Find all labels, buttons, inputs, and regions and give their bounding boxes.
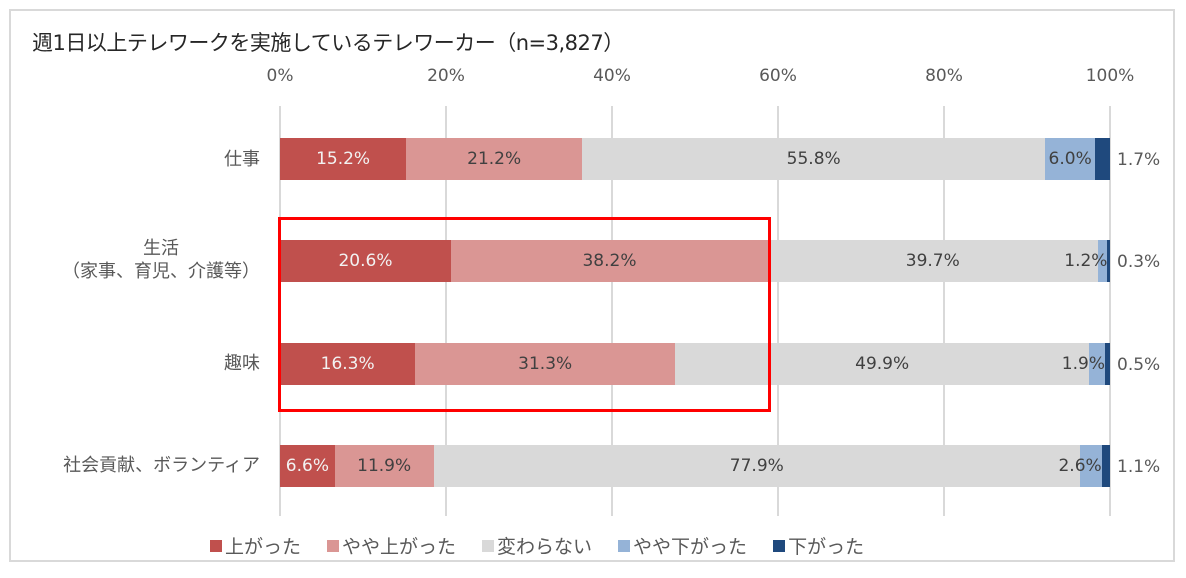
highlight-box bbox=[278, 217, 771, 412]
x-tick-80: 80% bbox=[925, 66, 963, 86]
segment-down bbox=[1095, 138, 1110, 180]
x-tick-20: 20% bbox=[427, 66, 465, 86]
segment-slightly-up: 31.3% bbox=[415, 343, 676, 385]
legend-label: 上がった bbox=[225, 536, 302, 558]
segment-label: 55.8% bbox=[786, 149, 841, 169]
segment-down bbox=[1104, 343, 1110, 385]
row-label-text: 趣味 bbox=[224, 353, 260, 374]
segment-label-down: 0.3% bbox=[1117, 252, 1161, 272]
segment-slightly-down: 2.6% bbox=[1058, 445, 1102, 487]
segment-up: 15.2% bbox=[280, 138, 407, 180]
row-label-subtext: （家事、育児、介護等） bbox=[62, 261, 260, 282]
segment-unchanged: 55.8% bbox=[582, 138, 1046, 180]
bar-hobby: 16.3% 31.3% 49.9% 1.9% bbox=[280, 343, 1110, 385]
segment-label: 49.9% bbox=[855, 354, 910, 374]
legend: 上がった やや上がった 変わらない やや下がった 下がった bbox=[210, 532, 864, 559]
segment-unchanged: 49.9% bbox=[675, 343, 1090, 385]
segment-slightly-up: 38.2% bbox=[450, 240, 769, 282]
legend-label: やや上がった bbox=[342, 536, 457, 558]
row-label-life: 生活 （家事、育児、介護等） bbox=[62, 237, 260, 283]
legend-swatch bbox=[210, 539, 222, 552]
legend-swatch bbox=[618, 539, 631, 552]
segment-label-down: 0.5% bbox=[1117, 355, 1161, 375]
segment-slightly-down: 1.9% bbox=[1062, 343, 1105, 385]
segment-label: 31.3% bbox=[518, 354, 573, 374]
segment-label: 20.6% bbox=[338, 251, 393, 271]
row-label-work: 仕事 bbox=[224, 148, 260, 171]
segment-label-down: 1.7% bbox=[1117, 150, 1161, 170]
segment-slightly-down: 6.0% bbox=[1045, 138, 1096, 180]
segment-label: 39.7% bbox=[905, 251, 960, 271]
bar-social: 6.6% 11.9% 77.9% 2.6% bbox=[280, 445, 1110, 487]
segment-slightly-up: 21.2% bbox=[406, 138, 583, 180]
segment-down bbox=[1101, 445, 1110, 487]
segment-label: 38.2% bbox=[582, 251, 637, 271]
legend-swatch bbox=[482, 539, 495, 552]
row-label-hobby: 趣味 bbox=[224, 352, 260, 375]
row-label-text: 生活 bbox=[143, 238, 179, 259]
chart-title: 週1日以上テレワークを実施しているテレワーカー（n=3,827） bbox=[32, 31, 624, 55]
segment-label: 77.9% bbox=[729, 456, 784, 476]
segment-unchanged: 77.9% bbox=[433, 445, 1081, 487]
row-label-social: 社会貢献、ボランティア bbox=[63, 454, 260, 477]
segment-label: 15.2% bbox=[316, 149, 371, 169]
legend-swatch bbox=[773, 539, 786, 552]
x-tick-0: 0% bbox=[266, 66, 294, 86]
segment-label: 6.0% bbox=[1048, 149, 1092, 169]
row-label-text: 仕事 bbox=[224, 149, 260, 170]
segment-label: 1.2% bbox=[1064, 251, 1108, 271]
legend-label: 変わらない bbox=[497, 536, 593, 558]
legend-label: やや下がった bbox=[633, 536, 748, 558]
gridline-20 bbox=[445, 106, 447, 516]
segment-label-down: 1.1% bbox=[1117, 457, 1161, 477]
bar-work: 15.2% 21.2% 55.8% 6.0% bbox=[280, 138, 1110, 180]
legend-label: 下がった bbox=[788, 536, 865, 558]
legend-item-slightly-down: やや下がった bbox=[618, 532, 747, 559]
x-tick-40: 40% bbox=[593, 66, 631, 86]
bar-life: 20.6% 38.2% 39.7% 1.2% bbox=[280, 240, 1110, 282]
segment-label: 1.9% bbox=[1061, 354, 1105, 374]
segment-down bbox=[1107, 240, 1110, 282]
segment-label: 6.6% bbox=[285, 456, 329, 476]
segment-up: 6.6% bbox=[280, 445, 335, 487]
segment-up: 16.3% bbox=[280, 343, 416, 385]
x-tick-60: 60% bbox=[759, 66, 797, 86]
legend-item-unchanged: 変わらない bbox=[482, 532, 592, 559]
segment-slightly-up: 11.9% bbox=[334, 445, 434, 487]
legend-item-up: 上がった bbox=[210, 532, 301, 559]
segment-label: 21.2% bbox=[467, 149, 522, 169]
gridline-100 bbox=[1109, 106, 1111, 516]
segment-label: 2.6% bbox=[1058, 456, 1102, 476]
legend-item-down: 下がった bbox=[773, 532, 864, 559]
row-label-text: 社会貢献、ボランティア bbox=[63, 455, 260, 476]
segment-up: 20.6% bbox=[280, 240, 451, 282]
segment-label: 16.3% bbox=[320, 354, 375, 374]
legend-swatch bbox=[327, 539, 340, 552]
segment-unchanged: 39.7% bbox=[768, 240, 1098, 282]
segment-slightly-down: 1.2% bbox=[1064, 240, 1108, 282]
gridline-40 bbox=[611, 106, 613, 516]
gridline-60 bbox=[777, 106, 779, 516]
x-tick-100: 100% bbox=[1085, 66, 1135, 86]
gridline-80 bbox=[943, 106, 945, 516]
legend-item-slightly-up: やや上がった bbox=[327, 532, 456, 559]
segment-label: 11.9% bbox=[357, 456, 412, 476]
